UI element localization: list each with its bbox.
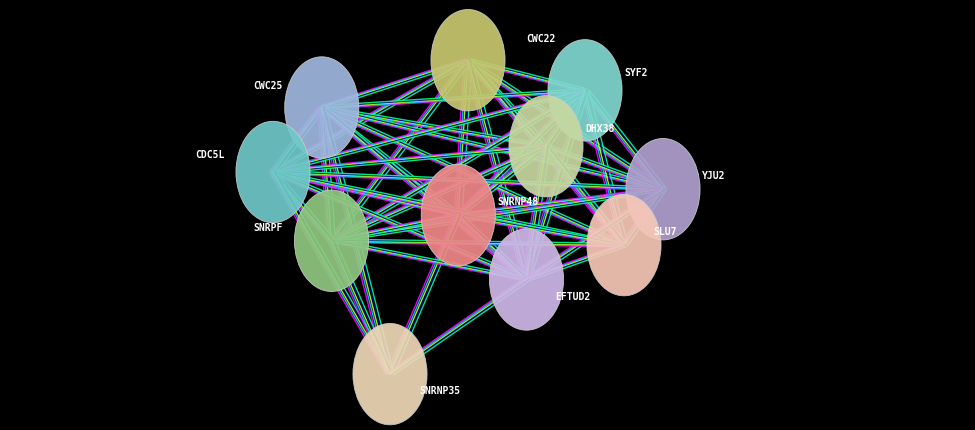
Text: SYF2: SYF2: [624, 68, 647, 78]
Text: EFTUD2: EFTUD2: [556, 292, 591, 302]
Ellipse shape: [626, 138, 700, 240]
Text: YJU2: YJU2: [702, 171, 725, 181]
Ellipse shape: [294, 190, 369, 292]
Ellipse shape: [236, 121, 310, 223]
Ellipse shape: [509, 95, 583, 197]
Text: SNRNP35: SNRNP35: [419, 386, 460, 396]
Text: CDC5L: CDC5L: [195, 150, 224, 160]
Ellipse shape: [587, 194, 661, 296]
Text: SLU7: SLU7: [653, 227, 677, 237]
Ellipse shape: [489, 229, 564, 330]
Text: SNRPF: SNRPF: [254, 223, 283, 233]
Ellipse shape: [353, 323, 427, 425]
Text: SNRNP48: SNRNP48: [497, 197, 538, 207]
Text: DHX38: DHX38: [585, 124, 614, 134]
Text: CWC25: CWC25: [254, 81, 283, 91]
Ellipse shape: [285, 57, 359, 158]
Text: CWC22: CWC22: [526, 34, 556, 44]
Ellipse shape: [421, 164, 495, 266]
Ellipse shape: [548, 40, 622, 141]
Ellipse shape: [431, 9, 505, 111]
